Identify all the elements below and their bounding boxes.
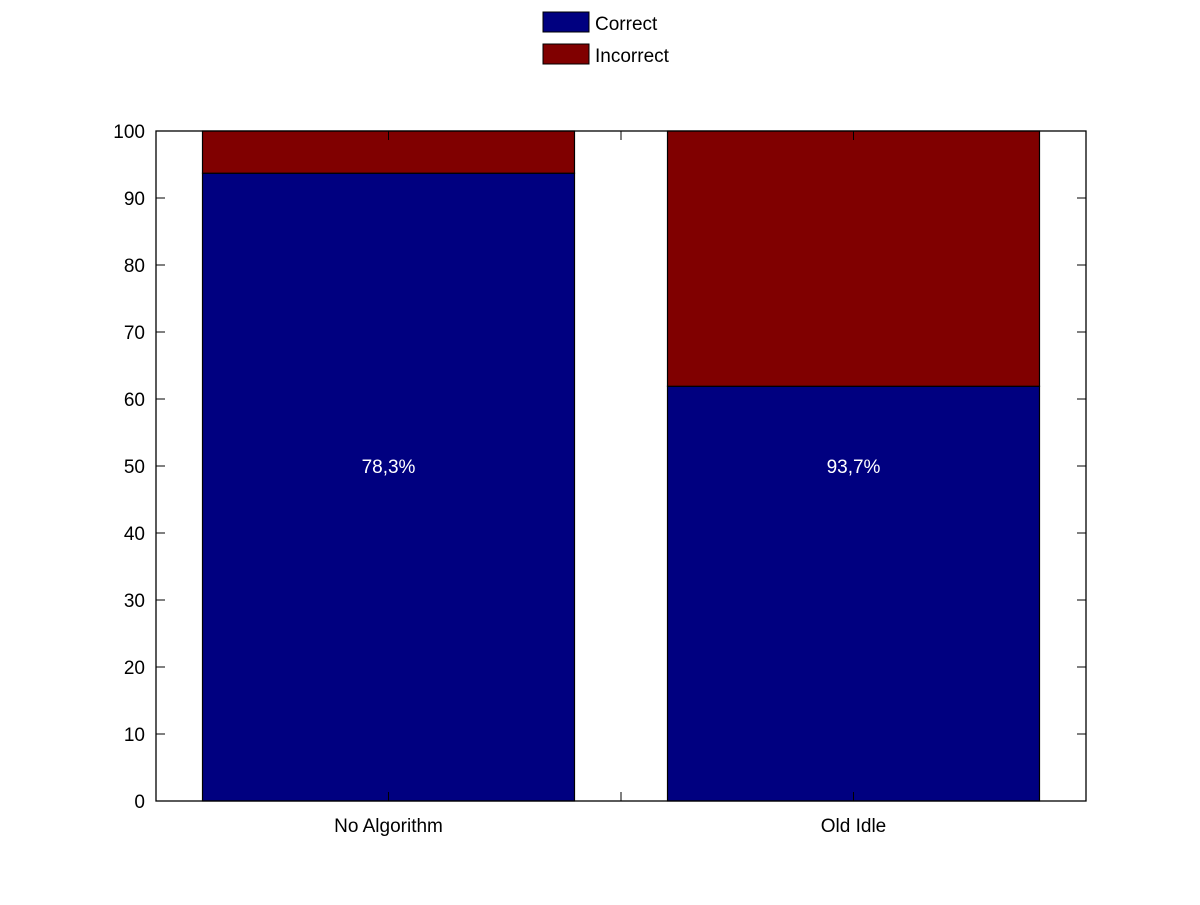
y-tick-label-60: 60: [124, 390, 145, 411]
x-tick-label-1: No Algorithm: [334, 816, 443, 837]
data-label-1: 78,3%: [362, 457, 416, 478]
legend-label-correct: Correct: [595, 14, 658, 35]
legend-label-incorrect: Incorrect: [595, 46, 670, 67]
y-tick-label-10: 10: [124, 725, 145, 746]
data-label-2: 93,7%: [827, 457, 881, 478]
y-tick-label-80: 80: [124, 256, 145, 277]
y-axis-tick-labels: 0 10 20 30 40 50 60 70 80 90 100: [113, 122, 145, 813]
y-tick-label-50: 50: [124, 457, 145, 478]
x-axis-tick-labels: No Algorithm Old Idle: [334, 816, 886, 837]
axis-ticks: [156, 130, 1086, 802]
legend-swatch-correct: [542, 11, 590, 33]
y-tick-label-20: 20: [124, 658, 145, 679]
y-tick-label-30: 30: [124, 591, 145, 612]
bar-incorrect-2: [666, 130, 1041, 387]
y-tick-label-70: 70: [124, 323, 145, 344]
legend-swatch-incorrect: [542, 43, 590, 65]
data-labels: 78,3% 93,7%: [362, 457, 881, 478]
x-tick-label-2: Old Idle: [821, 816, 886, 837]
y-tick-label-90: 90: [124, 189, 145, 210]
y-tick-label-100: 100: [113, 122, 145, 143]
y-tick-label-0: 0: [134, 792, 145, 813]
y-tick-label-40: 40: [124, 524, 145, 545]
bar-correct-2: [666, 385, 1041, 802]
bars: [201, 130, 1041, 802]
bar-correct-1: [201, 172, 576, 802]
legend: Correct Incorrect: [542, 11, 670, 67]
